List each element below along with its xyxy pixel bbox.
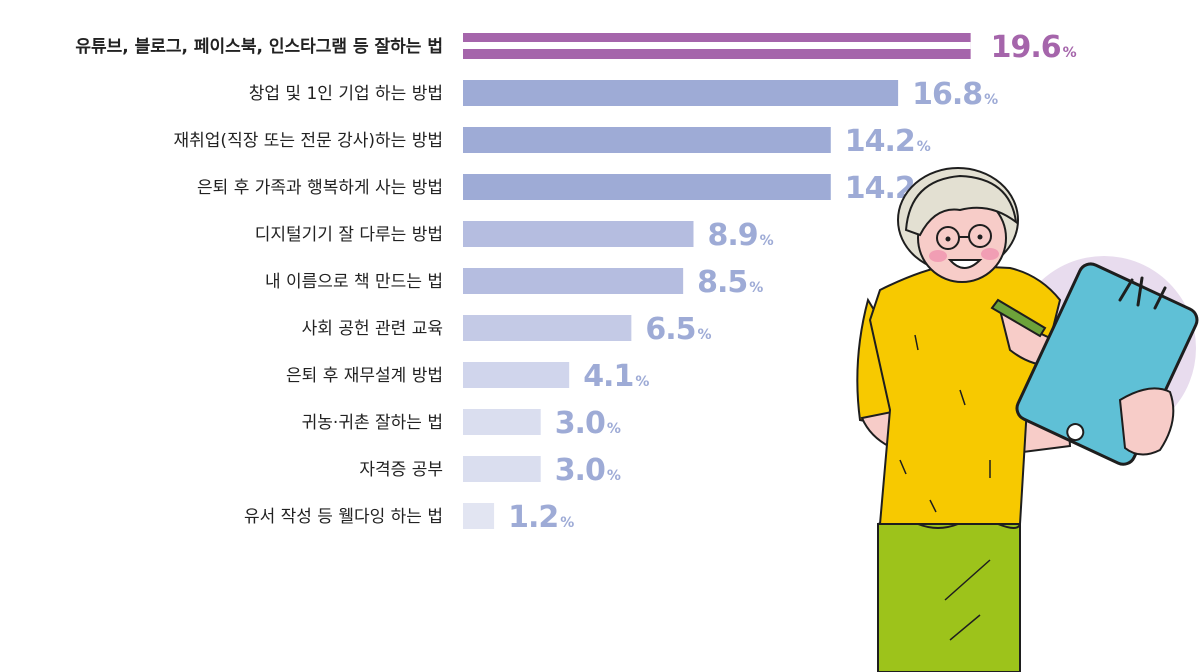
bar-highlight-stripe bbox=[463, 42, 971, 49]
value-unit: % bbox=[1063, 45, 1077, 61]
category-label: 창업 및 1인 기업 하는 방법 bbox=[249, 84, 443, 104]
category-label: 은퇴 후 가족과 행복하게 사는 방법 bbox=[197, 178, 443, 198]
value-label: 14.2% bbox=[845, 124, 931, 159]
category-label: 은퇴 후 재무설계 방법 bbox=[286, 366, 443, 386]
category-label: 자격증 공부 bbox=[359, 460, 443, 480]
category-label: 귀농·귀촌 잘하는 법 bbox=[302, 413, 443, 433]
category-label: 내 이름으로 책 만드는 법 bbox=[265, 272, 443, 292]
value-unit: % bbox=[698, 327, 712, 343]
bar bbox=[463, 409, 541, 435]
value-labels: 19.6%16.8%14.2%14.2%8.9%8.5%6.5%4.1%3.0%… bbox=[508, 30, 1077, 535]
value-number: 8.9 bbox=[708, 218, 758, 253]
bar bbox=[463, 456, 541, 482]
value-number: 3.0 bbox=[555, 453, 605, 488]
elderly-woman-tablet-illustration bbox=[856, 167, 1199, 672]
bar bbox=[463, 127, 831, 153]
value-label: 8.5% bbox=[697, 265, 763, 300]
value-label: 19.6% bbox=[991, 30, 1077, 65]
value-label: 8.9% bbox=[708, 218, 774, 253]
bar bbox=[463, 362, 570, 388]
bar bbox=[463, 503, 495, 529]
bar bbox=[463, 315, 632, 341]
bar bbox=[463, 80, 899, 106]
bars bbox=[463, 33, 971, 529]
value-unit: % bbox=[607, 468, 621, 484]
value-number: 8.5 bbox=[697, 265, 747, 300]
value-label: 16.8% bbox=[912, 77, 998, 112]
value-unit: % bbox=[635, 374, 649, 390]
value-number: 4.1 bbox=[583, 359, 633, 394]
value-unit: % bbox=[560, 515, 574, 531]
value-label: 4.1% bbox=[583, 359, 649, 394]
category-label: 유서 작성 등 웰다잉 하는 법 bbox=[244, 507, 443, 527]
category-label: 디지털기기 잘 다루는 방법 bbox=[255, 225, 443, 245]
bar bbox=[463, 268, 684, 294]
value-number: 19.6 bbox=[991, 30, 1061, 65]
value-number: 16.8 bbox=[912, 77, 982, 112]
value-label: 3.0% bbox=[555, 406, 621, 441]
bar bbox=[463, 221, 694, 247]
value-label: 1.2% bbox=[508, 500, 574, 535]
category-labels: 유튜브, 블로그, 페이스북, 인스타그램 등 잘하는 법창업 및 1인 기업 … bbox=[75, 36, 443, 527]
category-label: 재취업(직장 또는 전문 강사)하는 방법 bbox=[174, 131, 443, 151]
value-number: 6.5 bbox=[645, 312, 695, 347]
value-unit: % bbox=[984, 92, 998, 108]
value-number: 3.0 bbox=[555, 406, 605, 441]
value-number: 14.2 bbox=[845, 124, 915, 159]
value-unit: % bbox=[749, 280, 763, 296]
category-label: 사회 공헌 관련 교육 bbox=[302, 319, 443, 339]
bar bbox=[463, 174, 831, 200]
value-number: 1.2 bbox=[508, 500, 558, 535]
value-unit: % bbox=[917, 139, 931, 155]
value-label: 6.5% bbox=[645, 312, 711, 347]
value-label: 3.0% bbox=[555, 453, 621, 488]
value-unit: % bbox=[607, 421, 621, 437]
value-unit: % bbox=[760, 233, 774, 249]
category-label: 유튜브, 블로그, 페이스북, 인스타그램 등 잘하는 법 bbox=[75, 36, 443, 57]
